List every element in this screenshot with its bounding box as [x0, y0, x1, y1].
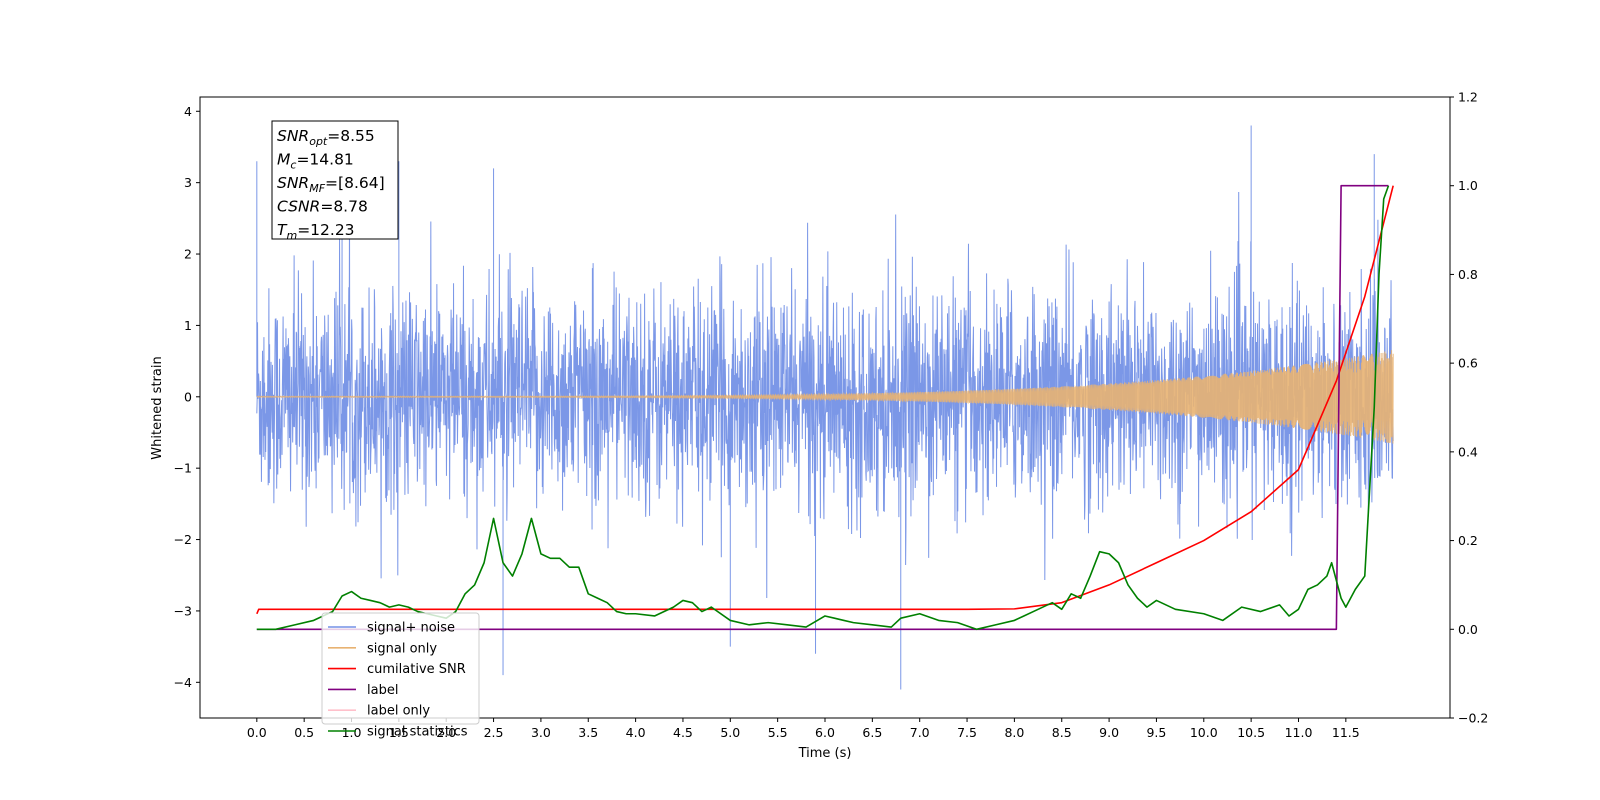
x-tick-label: 9.0 — [1099, 725, 1119, 740]
annotation-value: =14.81 — [296, 151, 353, 169]
y-tick-label: 2 — [184, 247, 192, 262]
x-tick-label: 8.0 — [1004, 725, 1024, 740]
x-tick-label: 2.0 — [436, 725, 456, 740]
legend-frame — [321, 612, 480, 725]
x-tick-label: 0.0 — [247, 725, 267, 740]
series-label — [256, 184, 1389, 631]
y-tick-label: −1 — [174, 461, 192, 476]
x-axis: 0.0 0.5 1.0 1.5 2.0 2.5 3.0 3.5 4.0 4.5 5.0 5.5 6.0 6… — [247, 718, 1360, 740]
x-tick-label: 0.5 — [294, 725, 314, 740]
annotation-box: SNRopt=8.55Mc=14.81SNRMF=[8.64]CSNR=8.78… — [271, 120, 399, 242]
y2-tick-label: 0.6 — [1458, 356, 1478, 371]
legend-label: label only — [367, 704, 430, 719]
x-tick-label: 10.5 — [1237, 725, 1265, 740]
y-tick-label: 0 — [184, 389, 192, 404]
annotation-line: SNRMF=[8.64] — [277, 174, 385, 195]
series-signal-noise — [256, 125, 1394, 690]
x-tick-label: 7.5 — [957, 725, 977, 740]
x-tick-label: 5.0 — [720, 725, 740, 740]
y-tick-label: 4 — [184, 104, 192, 119]
legend-label: signal+ noise — [367, 621, 455, 636]
annotation-line: Mc=14.81 — [277, 151, 354, 172]
annotation-subscript: opt — [309, 135, 328, 148]
x-tick-label: 11.0 — [1285, 725, 1313, 740]
y-axis-title: Whitened strain — [150, 356, 165, 459]
plot-area — [256, 125, 1394, 690]
x-tick-label: 1.5 — [389, 725, 409, 740]
annotation-variable: CSNR — [277, 198, 320, 216]
y2-tick-label: 0.8 — [1458, 267, 1478, 282]
x-tick-label: 10.0 — [1190, 725, 1218, 740]
annotation-line: Tm=12.23 — [277, 221, 355, 242]
y2-tick-label: 1.2 — [1458, 90, 1478, 105]
x-tick-label: 3.0 — [531, 725, 551, 740]
x-axis-title: Time (s) — [798, 746, 852, 761]
x-tick-label: 6.5 — [862, 725, 882, 740]
y-axis-right: −0.2 0.0 0.2 0.4 0.6 0.8 1.0 1.2 — [1450, 90, 1488, 726]
annotation-value: =[8.64] — [325, 174, 385, 192]
annotation-value: =8.55 — [327, 127, 375, 145]
legend-label: signal only — [367, 641, 437, 656]
y2-tick-label: 1.0 — [1458, 178, 1478, 193]
annotation-subscript: m — [286, 229, 297, 242]
annotation-value: =12.23 — [297, 221, 354, 239]
y-tick-label: 3 — [184, 175, 192, 190]
y2-tick-label: −0.2 — [1458, 711, 1488, 726]
legend: signal+ noise signal only cumilative SNR la… — [321, 612, 480, 740]
series-signal-only — [256, 350, 1394, 444]
annotation-value: =8.78 — [320, 198, 368, 216]
y-tick-label: −4 — [174, 675, 192, 690]
annotation-line: CSNR=8.78 — [277, 198, 368, 216]
annotation-variable: SNR — [277, 127, 309, 145]
x-tick-label: 1.0 — [342, 725, 362, 740]
annotation-variable: SNR — [277, 174, 309, 192]
x-tick-label: 6.0 — [815, 725, 835, 740]
legend-label: label — [367, 683, 398, 698]
annotation-subscript: c — [290, 159, 296, 172]
annotation-variable: M — [277, 151, 290, 169]
annotation-frame — [271, 120, 399, 240]
annotation-subscript: MF — [309, 182, 325, 195]
x-tick-label: 8.5 — [1052, 725, 1072, 740]
x-tick-label: 5.5 — [768, 725, 788, 740]
x-tick-label: 2.5 — [484, 725, 504, 740]
x-tick-label: 7.0 — [910, 725, 930, 740]
y2-tick-label: 0.0 — [1458, 622, 1478, 637]
annotation-line: SNRopt=8.55 — [277, 127, 375, 148]
x-tick-label: 4.0 — [626, 725, 646, 740]
legend-label: signal statistics — [367, 725, 468, 740]
y-tick-label: −2 — [174, 532, 192, 547]
x-tick-label: 11.5 — [1332, 725, 1360, 740]
y2-tick-label: 0.4 — [1458, 444, 1478, 459]
x-tick-label: 4.5 — [673, 725, 693, 740]
x-tick-label: 3.5 — [578, 725, 598, 740]
y-tick-label: −3 — [174, 603, 192, 618]
y-axis-left: −4 −3 −2 −1 0 1 2 3 4 — [174, 104, 200, 690]
annotation-variable: T — [277, 221, 288, 239]
y2-tick-label: 0.2 — [1458, 533, 1478, 548]
y-tick-label: 1 — [184, 318, 192, 333]
x-tick-label: 9.5 — [1146, 725, 1166, 740]
legend-label: cumilative SNR — [367, 662, 466, 677]
